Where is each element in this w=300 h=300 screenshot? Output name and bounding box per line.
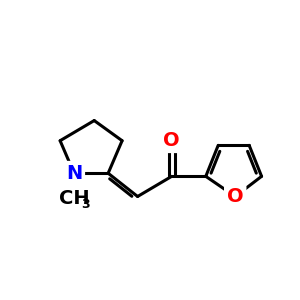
Text: O: O — [164, 131, 180, 150]
Text: CH: CH — [59, 190, 89, 208]
Text: O: O — [227, 187, 244, 206]
Text: N: N — [66, 164, 82, 183]
Text: 3: 3 — [82, 198, 90, 211]
